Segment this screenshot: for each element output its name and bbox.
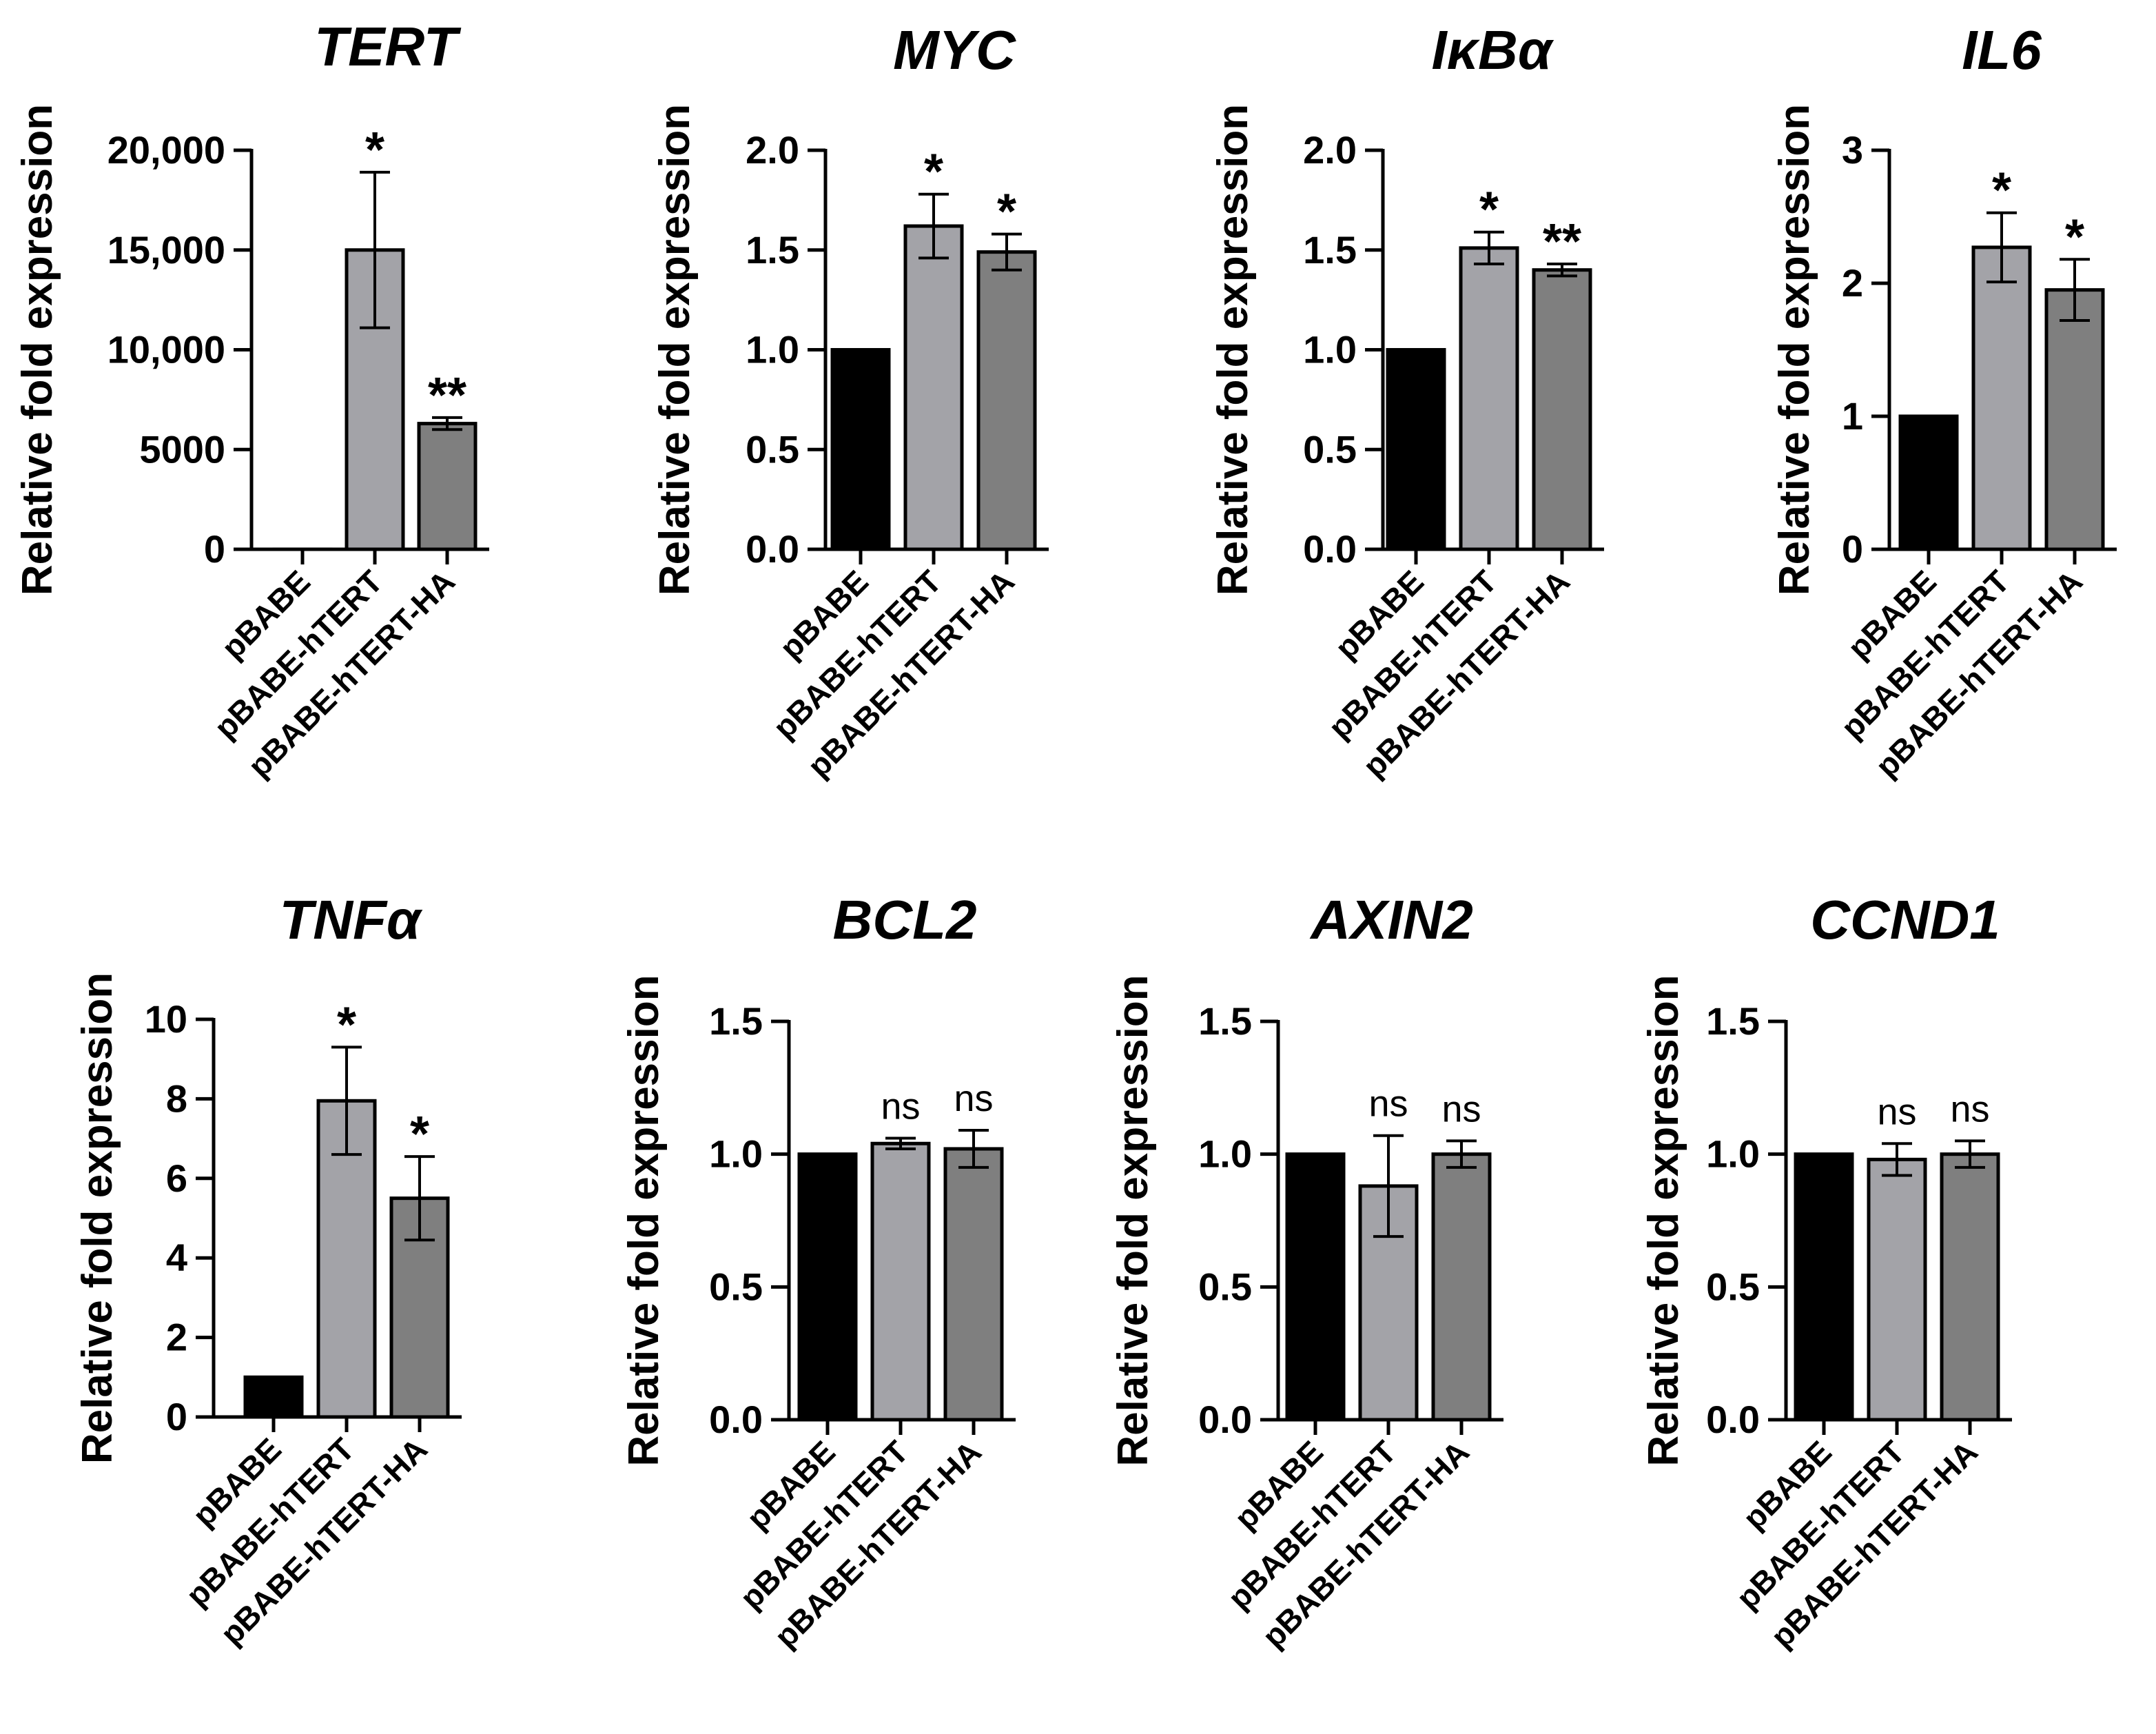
chart-title: BCL2 <box>833 889 977 950</box>
y-tick-label: 4 <box>166 1236 187 1279</box>
significance-label: ns <box>1441 1088 1481 1130</box>
y-tick-label: 0.5 <box>746 427 799 471</box>
bar-pbabe-htert <box>870 1141 931 1422</box>
significance-label: * <box>337 997 356 1052</box>
significance-label: ns <box>1950 1088 1989 1130</box>
bar-pbabe <box>1386 348 1446 551</box>
bar-pbabe-htert-ha <box>1532 268 1592 551</box>
y-tick-label: 15,000 <box>107 228 225 272</box>
significance-label: ns <box>881 1086 920 1128</box>
y-axis-label: Relative fold expression <box>1640 975 1687 1466</box>
significance-label: ns <box>954 1078 993 1119</box>
bar-pbabe <box>1898 414 1959 551</box>
y-tick-label: 1.5 <box>1198 999 1252 1043</box>
y-tick-label: 10,000 <box>107 328 225 371</box>
y-tick-label: 2 <box>166 1316 187 1359</box>
significance-label: ** <box>428 368 466 423</box>
bar-pbabe-htert-ha <box>1940 1152 2000 1422</box>
y-tick-label: 0 <box>166 1395 187 1438</box>
y-tick-label: 0.0 <box>1198 1398 1252 1441</box>
bar-pbabe-htert-ha <box>976 250 1037 551</box>
y-tick-label: 5000 <box>139 427 225 471</box>
y-axis-label: Relative fold expression <box>620 975 668 1466</box>
y-tick-label: 0.0 <box>709 1398 763 1441</box>
y-tick-label: 1.5 <box>1706 999 1760 1043</box>
chart-title: IκBα <box>1432 19 1554 81</box>
chart-title: TNFα <box>279 889 423 950</box>
y-tick-label: 0.5 <box>1706 1265 1760 1308</box>
y-tick-label: 0.5 <box>709 1265 763 1308</box>
y-axis-label: Relative fold expression <box>74 972 121 1464</box>
significance-label: * <box>1992 163 2011 218</box>
bar-pbabe <box>797 1152 858 1422</box>
y-tick-label: 1.5 <box>746 228 799 272</box>
y-tick-label: 3 <box>1842 128 1863 172</box>
significance-label: * <box>924 145 943 200</box>
y-tick-label: 2.0 <box>746 128 799 172</box>
bar-pbabe <box>1794 1152 1854 1422</box>
significance-label: ns <box>1877 1091 1916 1132</box>
y-tick-label: 1 <box>1842 394 1863 438</box>
y-tick-label: 6 <box>166 1156 187 1200</box>
bar-pbabe <box>1285 1152 1346 1422</box>
bar-pbabe <box>243 1375 304 1419</box>
y-tick-label: 1.0 <box>1706 1132 1760 1176</box>
significance-label: * <box>997 185 1016 240</box>
bar-pbabe <box>830 348 891 551</box>
significance-label: * <box>1479 183 1499 238</box>
significance-label: * <box>365 123 384 178</box>
y-tick-label: 10 <box>145 997 187 1041</box>
bar-pbabe-htert <box>903 224 964 551</box>
y-tick-label: 2 <box>1842 261 1863 305</box>
y-tick-label: 1.0 <box>1303 328 1357 371</box>
y-tick-label: 0 <box>1842 527 1863 571</box>
chart-title: IL6 <box>1962 19 2042 81</box>
bar-pbabe-htert-ha <box>943 1147 1004 1422</box>
y-tick-label: 0 <box>204 527 225 571</box>
y-tick-label: 1.5 <box>1303 228 1357 272</box>
y-axis-label: Relative fold expression <box>14 104 61 595</box>
bar-pbabe-htert <box>1971 245 2032 551</box>
y-tick-label: 20,000 <box>107 128 225 172</box>
y-tick-label: 2.0 <box>1303 128 1357 172</box>
y-axis-label: Relative fold expression <box>1771 104 1818 595</box>
chart-title: CCND1 <box>1810 889 2000 950</box>
y-axis-label: Relative fold expression <box>1209 104 1257 595</box>
bar-pbabe-htert-ha <box>417 422 478 551</box>
bar-pbabe-htert-ha <box>1431 1152 1492 1422</box>
bar-pbabe-htert-ha <box>2044 288 2105 551</box>
y-tick-label: 0.0 <box>746 527 799 571</box>
significance-label: ** <box>1543 214 1581 269</box>
y-tick-label: 8 <box>166 1077 187 1120</box>
y-tick-label: 1.5 <box>709 999 763 1043</box>
chart-title: TERT <box>314 16 462 77</box>
chart-title: MYC <box>893 19 1016 81</box>
y-tick-label: 1.0 <box>746 328 799 371</box>
y-tick-label: 0.0 <box>1706 1398 1760 1441</box>
significance-label: * <box>410 1107 429 1162</box>
y-tick-label: 1.0 <box>1198 1132 1252 1176</box>
bar-pbabe-htert <box>1459 246 1519 551</box>
y-tick-label: 0.0 <box>1303 527 1357 571</box>
significance-label: ns <box>1368 1083 1408 1125</box>
significance-label: * <box>2065 210 2084 265</box>
bar-pbabe-htert <box>1867 1157 1927 1422</box>
y-axis-label: Relative fold expression <box>651 104 699 595</box>
y-tick-label: 0.5 <box>1198 1265 1252 1308</box>
y-tick-label: 0.5 <box>1303 427 1357 471</box>
y-axis-label: Relative fold expression <box>1109 975 1157 1466</box>
chart-title: AXIN2 <box>1309 889 1473 950</box>
y-tick-label: 1.0 <box>709 1132 763 1176</box>
